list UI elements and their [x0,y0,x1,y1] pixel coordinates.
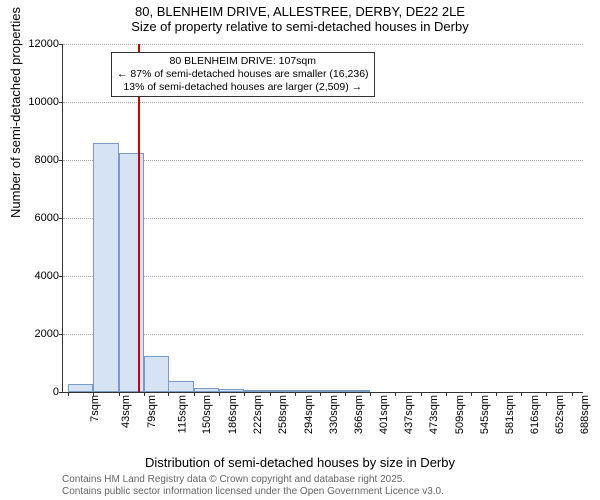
x-tick-mark [521,392,522,396]
x-tick-mark [219,392,220,396]
chart-container: 80, BLENHEIM DRIVE, ALLESTREE, DERBY, DE… [0,0,600,500]
title-line-2: Size of property relative to semi-detach… [0,19,600,34]
x-tick-label: 688sqm [580,395,592,434]
x-tick-label: 473sqm [429,395,441,434]
title-line-1: 80, BLENHEIM DRIVE, ALLESTREE, DERBY, DE… [0,4,600,19]
gridline-h [63,102,583,103]
y-tick-mark [59,392,63,393]
x-tick-label: 150sqm [202,395,214,434]
x-tick-mark [395,392,396,396]
x-tick-label: 115sqm [176,395,188,433]
x-tick-label: 652sqm [554,395,566,434]
y-tick-mark [59,276,63,277]
x-tick-mark [244,392,245,396]
footer-line-2: Contains public sector information licen… [62,486,444,498]
y-tick-label: 0 [53,386,59,398]
histogram-bar [168,381,193,392]
histogram-bar [219,389,244,392]
gridline-h [63,44,583,45]
x-tick-label: 509sqm [454,395,466,434]
x-tick-label: 581sqm [504,395,516,434]
y-tick-label: 6000 [35,212,59,224]
x-tick-label: 616sqm [529,395,541,434]
x-tick-label: 294sqm [303,395,315,434]
y-tick-label: 2000 [35,328,59,340]
x-axis-label: Distribution of semi-detached houses by … [0,455,600,470]
x-tick-mark [446,392,447,396]
y-tick-mark [59,44,63,45]
histogram-bar [93,143,118,392]
x-tick-label: 258sqm [277,395,289,434]
y-tick-mark [59,102,63,103]
x-tick-mark [144,392,145,396]
histogram-bar [244,390,269,392]
x-tick-label: 330sqm [328,395,340,434]
x-tick-label: 43sqm [120,395,132,428]
x-tick-label: 545sqm [479,395,491,434]
histogram-bar [68,384,93,392]
x-tick-label: 79sqm [146,395,158,428]
x-tick-mark [471,392,472,396]
footer-line-1: Contains HM Land Registry data © Crown c… [62,474,444,486]
x-tick-mark [345,392,346,396]
annotation-line: 13% of semi-detached houses are larger (… [117,81,369,94]
x-tick-mark [295,392,296,396]
x-tick-mark [119,392,120,396]
annotation-box: 80 BLENHEIM DRIVE: 107sqm← 87% of semi-d… [111,52,375,97]
x-tick-label: 186sqm [227,395,239,434]
x-tick-mark [496,392,497,396]
y-tick-label: 10000 [28,96,59,108]
histogram-bar [295,390,320,392]
annotation-line: ← 87% of semi-detached houses are smalle… [117,68,369,81]
y-tick-label: 12000 [28,38,59,50]
y-tick-label: 4000 [35,270,59,282]
histogram-bar [270,390,295,392]
x-tick-mark [93,392,94,396]
x-tick-mark [270,392,271,396]
x-tick-mark [168,392,169,396]
annotation-line: 80 BLENHEIM DRIVE: 107sqm [117,55,369,68]
chart-title: 80, BLENHEIM DRIVE, ALLESTREE, DERBY, DE… [0,4,600,34]
y-tick-mark [59,334,63,335]
x-tick-label: 222sqm [252,395,264,434]
histogram-bar [320,390,345,392]
y-tick-mark [59,160,63,161]
x-tick-label: 437sqm [403,395,415,434]
x-tick-mark [421,392,422,396]
y-tick-label: 8000 [35,154,59,166]
x-tick-mark [68,392,69,396]
x-tick-label: 366sqm [353,395,365,434]
footer-attribution: Contains HM Land Registry data © Crown c… [62,474,444,498]
x-tick-mark [194,392,195,396]
histogram-bar [194,388,219,392]
y-tick-mark [59,218,63,219]
x-tick-mark [320,392,321,396]
x-tick-mark [572,392,573,396]
x-tick-label: 401sqm [378,395,390,434]
y-axis-label: Number of semi-detached properties [8,7,23,218]
histogram-bar [144,356,169,392]
histogram-bar [345,390,370,392]
x-tick-label: 7sqm [89,395,101,422]
plot-area: 0200040006000800010000120007sqm43sqm79sq… [62,44,583,393]
x-tick-mark [370,392,371,396]
x-tick-mark [546,392,547,396]
